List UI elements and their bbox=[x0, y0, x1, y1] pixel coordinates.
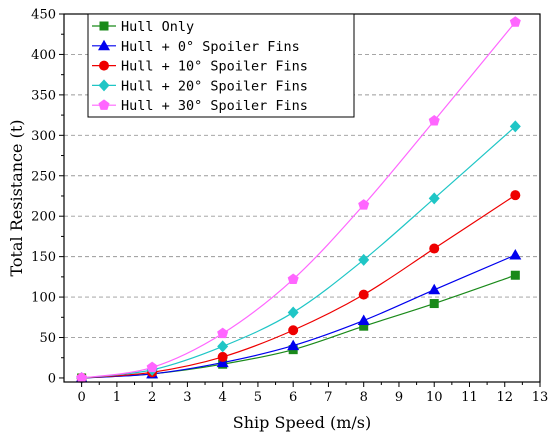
data-point-1 bbox=[287, 339, 300, 351]
data-point-3 bbox=[217, 340, 229, 353]
y-tick-label: 350 bbox=[31, 88, 56, 103]
x-tick-label: 7 bbox=[324, 390, 332, 405]
data-point-0 bbox=[359, 321, 369, 331]
x-tick-label: 9 bbox=[395, 390, 403, 405]
data-point-2 bbox=[429, 243, 440, 254]
y-tick-label: 400 bbox=[31, 48, 56, 63]
y-tick-label: 50 bbox=[39, 331, 56, 346]
y-tick-label: 0 bbox=[48, 371, 56, 386]
data-point-3 bbox=[428, 192, 440, 205]
legend-label: Hull Only bbox=[121, 19, 194, 35]
x-tick-label: 13 bbox=[532, 390, 549, 405]
legend-marker bbox=[99, 21, 109, 31]
legend-box bbox=[87, 13, 355, 118]
x-tick-label: 5 bbox=[254, 390, 262, 405]
data-point-4 bbox=[358, 199, 370, 210]
data-point-4 bbox=[76, 372, 88, 383]
data-point-4 bbox=[217, 327, 229, 339]
data-point-1 bbox=[509, 249, 522, 260]
x-tick-label: 4 bbox=[219, 390, 227, 405]
data-point-3 bbox=[287, 306, 299, 319]
data-point-2 bbox=[358, 289, 369, 300]
x-tick-label: 2 bbox=[148, 390, 156, 405]
x-tick-label: 6 bbox=[289, 390, 297, 405]
legend: Hull Only Hull + 0° Spoiler Fins Hull + 10… bbox=[87, 13, 355, 118]
legend-marker bbox=[99, 60, 109, 71]
legend-label: Hull + 0° Spoiler Fins bbox=[121, 39, 300, 55]
data-point-4 bbox=[428, 114, 440, 126]
y-tick-label: 450 bbox=[31, 8, 56, 23]
data-point-4 bbox=[146, 361, 158, 373]
x-tick-label: 0 bbox=[77, 390, 85, 405]
y-tick-label: 150 bbox=[31, 250, 56, 265]
data-point-4 bbox=[509, 16, 521, 27]
x-tick-label: 8 bbox=[360, 390, 368, 405]
y-tick-label: 100 bbox=[31, 291, 56, 306]
legend-marker bbox=[98, 39, 110, 51]
y-tick-label: 200 bbox=[31, 210, 56, 225]
data-point-0 bbox=[429, 299, 439, 309]
data-point-3 bbox=[358, 253, 370, 266]
x-tick-label: 12 bbox=[496, 390, 513, 405]
x-tick-label: 3 bbox=[183, 390, 191, 405]
data-point-4 bbox=[287, 273, 299, 284]
legend-marker bbox=[98, 79, 110, 92]
data-point-3 bbox=[509, 120, 521, 133]
y-tick-label: 300 bbox=[31, 129, 56, 144]
series-layer bbox=[75, 16, 522, 384]
x-tick-label: 10 bbox=[426, 390, 443, 405]
x-axis-title: Ship Speed (m/s) bbox=[233, 413, 371, 432]
legend-label: Hull + 30° Spoiler Fins bbox=[121, 98, 308, 114]
data-point-2 bbox=[510, 190, 521, 201]
legend-label: Hull + 20° Spoiler Fins bbox=[121, 78, 308, 94]
y-tick-label: 250 bbox=[31, 169, 56, 184]
data-point-0 bbox=[510, 270, 520, 280]
data-point-2 bbox=[217, 351, 228, 362]
x-tick-label: 1 bbox=[113, 390, 121, 405]
legend-marker bbox=[98, 99, 110, 110]
y-axis-title: Total Resistance (t) bbox=[7, 120, 26, 277]
x-tick-label: 11 bbox=[461, 390, 478, 405]
data-point-1 bbox=[357, 314, 370, 326]
data-point-2 bbox=[288, 325, 299, 336]
legend-label: Hull + 10° Spoiler Fins bbox=[121, 59, 308, 75]
data-point-1 bbox=[428, 283, 441, 295]
